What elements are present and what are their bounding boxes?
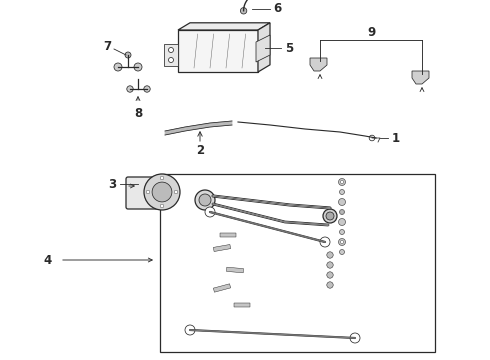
Circle shape [144, 174, 180, 210]
Circle shape [369, 135, 375, 141]
Circle shape [195, 190, 215, 210]
Polygon shape [226, 267, 244, 273]
Circle shape [160, 176, 164, 180]
Circle shape [339, 219, 345, 225]
Polygon shape [178, 30, 258, 72]
Polygon shape [213, 284, 231, 292]
Polygon shape [258, 23, 270, 72]
Circle shape [199, 194, 211, 206]
Text: 3: 3 [108, 177, 116, 190]
Text: 6: 6 [273, 2, 282, 15]
Circle shape [341, 180, 343, 184]
Circle shape [340, 189, 344, 194]
Circle shape [341, 211, 343, 213]
Circle shape [327, 262, 333, 268]
Circle shape [134, 63, 142, 71]
Circle shape [169, 58, 173, 63]
Circle shape [339, 198, 345, 206]
Circle shape [327, 252, 333, 258]
Circle shape [327, 282, 333, 288]
Circle shape [185, 325, 195, 335]
Circle shape [127, 86, 133, 92]
Circle shape [340, 249, 344, 255]
Circle shape [326, 212, 334, 220]
Circle shape [152, 182, 172, 202]
Polygon shape [256, 35, 270, 62]
Text: 9: 9 [367, 26, 375, 39]
Circle shape [340, 210, 344, 215]
Circle shape [339, 179, 345, 185]
Polygon shape [234, 303, 250, 307]
Polygon shape [178, 23, 270, 30]
Circle shape [146, 190, 150, 194]
Text: 5: 5 [285, 41, 293, 54]
Circle shape [327, 272, 333, 278]
Polygon shape [220, 233, 236, 237]
Polygon shape [412, 71, 429, 84]
Circle shape [323, 209, 337, 223]
Bar [160, 174, 435, 352]
Circle shape [340, 230, 344, 234]
Polygon shape [213, 244, 231, 252]
Text: 2: 2 [196, 144, 204, 157]
Text: 4: 4 [44, 253, 52, 266]
Circle shape [241, 8, 247, 14]
Circle shape [160, 204, 164, 208]
Circle shape [320, 237, 330, 247]
Polygon shape [164, 44, 178, 66]
Circle shape [125, 52, 131, 58]
Polygon shape [310, 58, 327, 71]
Text: 8: 8 [134, 107, 142, 120]
Circle shape [350, 333, 360, 343]
Circle shape [114, 63, 122, 71]
Circle shape [169, 48, 173, 53]
Circle shape [341, 240, 343, 244]
Circle shape [339, 239, 345, 246]
Text: 1: 1 [392, 131, 400, 144]
Text: 7: 7 [103, 40, 111, 54]
FancyBboxPatch shape [126, 177, 160, 209]
Circle shape [174, 190, 178, 194]
Circle shape [144, 86, 150, 92]
Circle shape [205, 207, 215, 217]
